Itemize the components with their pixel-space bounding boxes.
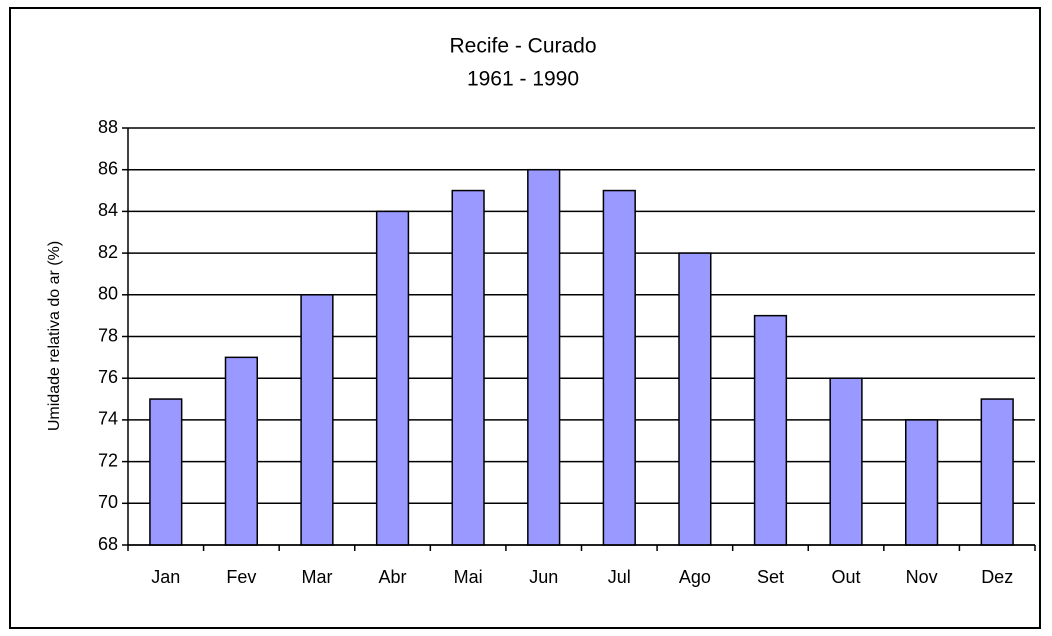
- y-axis-label: Umidade relativa do ar (%): [46, 241, 63, 431]
- x-tick-label: Set: [757, 567, 784, 587]
- y-tick-label: 68: [98, 534, 118, 554]
- bar: [678, 252, 712, 546]
- y-tick-label: 86: [98, 158, 118, 178]
- x-tick-label: Out: [832, 567, 861, 587]
- y-tick-label: 84: [98, 200, 118, 220]
- bar: [451, 189, 485, 546]
- y-tick-label: 78: [98, 325, 118, 345]
- bar: [602, 189, 636, 546]
- x-tick-label: Dez: [981, 567, 1013, 587]
- y-tick-label: 88: [98, 117, 118, 137]
- bar: [224, 356, 258, 546]
- x-tick-label: Mai: [454, 567, 483, 587]
- bar: [753, 314, 788, 546]
- y-tick-label: 76: [98, 367, 118, 387]
- y-tick-label: 82: [98, 242, 118, 262]
- x-tick-label: Mar: [301, 567, 332, 587]
- y-tick-label: 72: [98, 450, 118, 470]
- bar: [829, 377, 863, 546]
- bar: [375, 210, 410, 546]
- bar: [980, 398, 1014, 546]
- x-tick-label: Nov: [906, 567, 938, 587]
- chart-title: Recife - Curado: [449, 35, 596, 58]
- x-tick-label: Jul: [608, 567, 631, 587]
- bar: [905, 419, 939, 546]
- bar: [300, 294, 334, 546]
- x-tick-label: Jan: [151, 567, 180, 587]
- x-tick-label: Ago: [679, 567, 711, 587]
- x-tick-label: Jun: [529, 567, 558, 587]
- x-tick-label: Fev: [226, 567, 256, 587]
- y-tick-label: 80: [98, 284, 118, 304]
- bar: [149, 398, 183, 546]
- y-tick-label: 70: [98, 492, 118, 512]
- y-tick-label: 74: [98, 409, 118, 429]
- bar: [527, 168, 561, 546]
- chart-subtitle: 1961 - 1990: [467, 68, 579, 91]
- x-tick-label: Abr: [379, 567, 407, 587]
